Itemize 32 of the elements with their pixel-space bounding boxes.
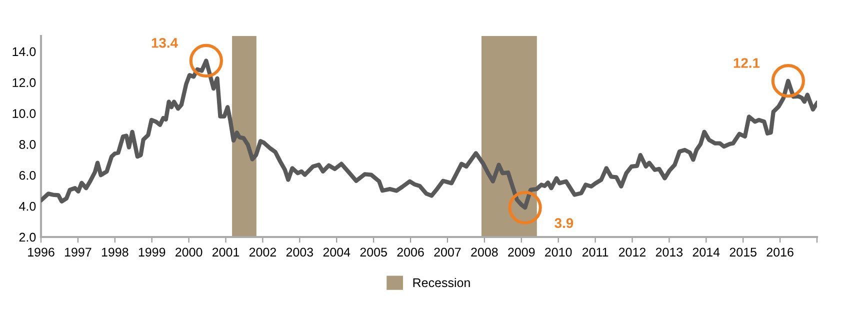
x-tick-label: 2016	[766, 248, 794, 257]
x-tick-label: 2003	[286, 248, 314, 257]
legend-label: Recession	[413, 278, 470, 288]
annotation: 12.1	[734, 58, 760, 68]
x-tick-label: 2010	[545, 248, 572, 257]
y-tick-label: 6.0	[19, 170, 36, 180]
x-tick-label: 2004	[323, 248, 350, 257]
x-tick-label: 2012	[618, 248, 646, 257]
x-tick-label: 2001	[212, 248, 240, 257]
y-tick-label: 12.0	[12, 78, 36, 88]
annotation: 3.9	[554, 218, 574, 228]
y-tick-label: 14.0	[12, 47, 36, 56]
x-tick-label: 2011	[582, 248, 608, 257]
y-tick-label: 2.0	[19, 232, 36, 242]
x-tick-label: 1999	[138, 248, 166, 257]
x-tick-label: 2014	[692, 248, 720, 257]
y-tick-label: 4.0	[19, 202, 36, 211]
x-tick-label: 2000	[176, 248, 202, 257]
x-tick-label: 2007	[434, 248, 461, 257]
annotation: 13.4	[152, 38, 178, 48]
y-tick-label: 8.0	[19, 140, 36, 149]
x-tick-label: 1996	[28, 248, 54, 257]
x-tick-label: 2002	[249, 248, 276, 257]
x-tick-label: 2006	[397, 248, 424, 257]
x-tick-label: 1997	[65, 248, 92, 257]
y-tick-label: 10.0	[12, 109, 36, 118]
x-tick-label: 2015	[730, 248, 756, 257]
x-tick-label: 2008	[471, 248, 498, 257]
x-tick-label: 2013	[656, 248, 683, 257]
x-tick-label: 1998	[102, 248, 128, 257]
x-tick-label: 2009	[508, 248, 535, 257]
x-tick-label: 2005	[360, 248, 387, 257]
